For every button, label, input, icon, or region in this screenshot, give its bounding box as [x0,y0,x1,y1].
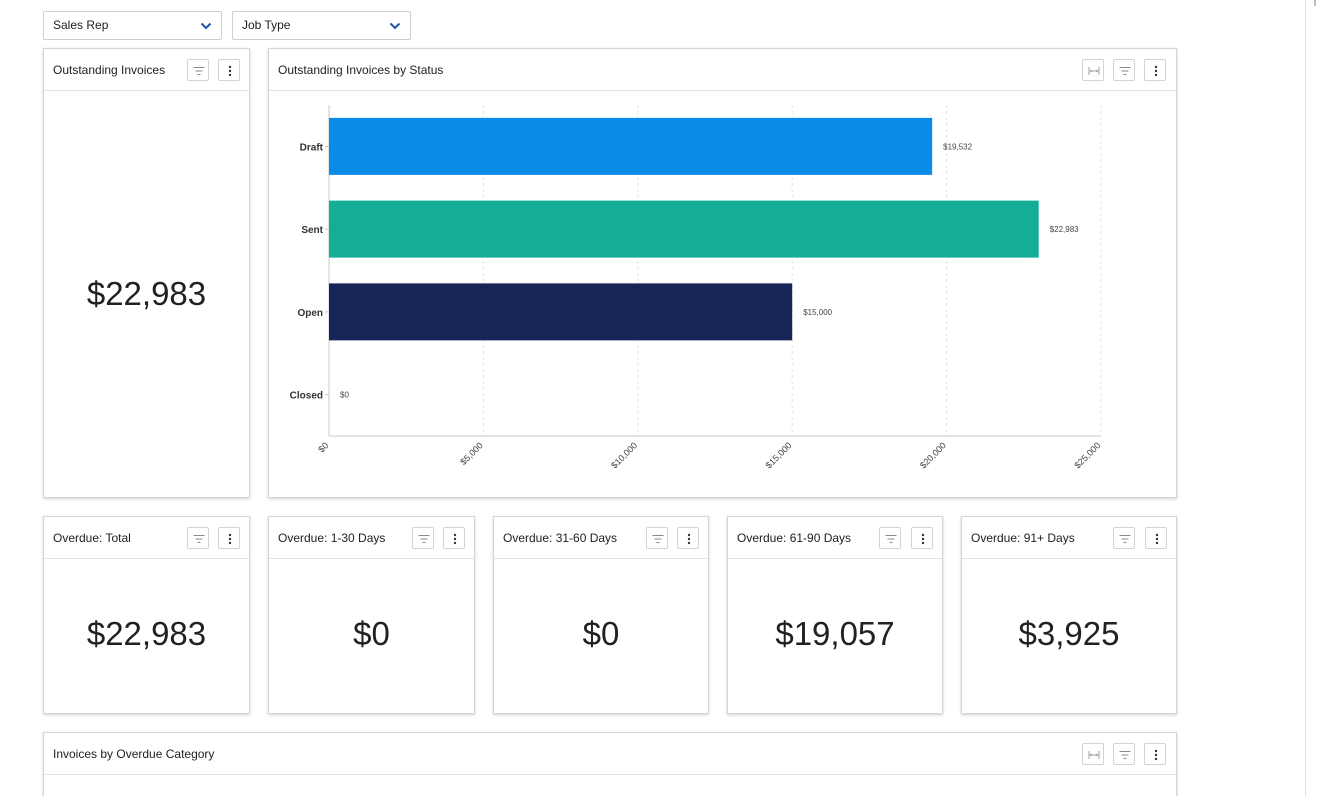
card-title: Overdue: 61-90 Days [737,531,852,545]
card-header: Overdue: 1-30 Days [269,517,474,559]
card-title: Overdue: Total [53,531,131,545]
filter-icon [1119,66,1131,76]
scroll-indicator[interactable] [1314,0,1316,6]
more-vertical-icon [1155,533,1159,545]
card-title: Overdue: 1-30 Days [278,531,386,545]
more-button[interactable] [218,59,240,81]
invoices-by-overdue-category-card: Invoices by Overdue Category [43,732,1177,796]
kpi-value: $19,057 [775,615,895,652]
overdue-31-60-card: Overdue: 31-60 Days $0 [493,516,709,714]
card-header: Invoices by Overdue Category [44,733,1176,775]
category-label: Sent [301,225,323,236]
card-header: Overdue: 61-90 Days [728,517,942,559]
x-tick-label: $15,000 [764,440,794,470]
more-vertical-icon [921,533,925,545]
bar-draft [329,117,933,175]
chevron-down-icon [200,12,212,39]
more-vertical-icon [1154,749,1158,761]
job-type-dropdown[interactable]: Job Type [232,11,411,40]
card-header: Overdue: Total [44,517,249,559]
filter-button[interactable] [879,527,901,549]
expand-button[interactable] [1082,743,1104,765]
card-title: Outstanding Invoices by Status [278,63,444,77]
x-tick-label: $5,000 [458,440,485,467]
more-vertical-icon [687,533,691,545]
card-title: Outstanding Invoices [53,63,166,77]
filter-button[interactable] [412,527,434,549]
x-tick-label: $0 [316,440,330,454]
more-button[interactable] [1145,527,1167,549]
more-button[interactable] [911,527,933,549]
filter-button[interactable] [1113,743,1135,765]
kpi-value: $0 [353,615,390,652]
more-button[interactable] [1144,59,1166,81]
category-label: Draft [300,142,324,153]
x-tick-label: $20,000 [918,440,948,470]
value-label: $15,000 [803,308,832,317]
more-button[interactable] [443,527,465,549]
x-tick-label: $10,000 [609,440,639,470]
more-vertical-icon [228,533,232,545]
more-vertical-icon [228,65,232,77]
filter-icon [1119,534,1131,544]
value-label: $0 [340,391,349,400]
right-rail [1305,0,1306,796]
overdue-1-30-card: Overdue: 1-30 Days $0 [268,516,475,714]
more-vertical-icon [1154,65,1158,77]
filter-icon [418,534,430,544]
job-type-label: Job Type [242,18,291,32]
category-label: Open [297,308,323,319]
invoices-by-status-card: Outstanding Invoices by Status Draft $19,… [268,48,1177,498]
card-header: Outstanding Invoices by Status [269,49,1176,91]
overdue-61-90-card: Overdue: 61-90 Days $19,057 [727,516,943,714]
value-label: $19,532 [943,142,972,151]
chevron-down-icon [389,12,401,39]
filter-button[interactable] [187,59,209,81]
kpi-value: $22,983 [86,275,207,312]
more-button[interactable] [677,527,699,549]
more-vertical-icon [453,533,457,545]
filter-icon [193,66,205,76]
more-button[interactable] [218,527,240,549]
card-header: Overdue: 31-60 Days [494,517,708,559]
filter-icon [885,534,897,544]
filter-icon [1119,750,1131,760]
expand-button[interactable] [1082,59,1104,81]
expand-width-icon [1088,67,1100,75]
filter-button[interactable] [1113,527,1135,549]
card-header: Outstanding Invoices [44,49,249,91]
value-label: $22,983 [1050,225,1079,234]
status-bar-chart: Draft $19,532 Sent $22,983 Open $15,000 Closed… [290,105,1102,470]
card-header: Overdue: 91+ Days [962,517,1176,559]
kpi-value: $22,983 [86,615,207,652]
filter-icon [193,534,205,544]
overdue-total-card: Overdue: Total $22,983 [43,516,250,714]
expand-width-icon [1088,751,1100,759]
filter-button[interactable] [187,527,209,549]
filter-button[interactable] [646,527,668,549]
card-title: Overdue: 31-60 Days [503,531,618,545]
bar-sent [329,200,1039,258]
overdue-91-plus-card: Overdue: 91+ Days $3,925 [961,516,1177,714]
kpi-value: $0 [582,615,620,652]
filter-icon [652,534,664,544]
category-label: Closed [290,391,323,402]
card-title: Overdue: 91+ Days [971,531,1075,545]
sales-rep-dropdown[interactable]: Sales Rep [43,11,222,40]
x-tick-label: $25,000 [1072,440,1102,470]
kpi-value: $3,925 [1018,615,1120,652]
outstanding-invoices-card: Outstanding Invoices $22,983 [43,48,250,498]
bar-open [329,283,793,341]
more-button[interactable] [1144,743,1166,765]
filter-button[interactable] [1113,59,1135,81]
sales-rep-label: Sales Rep [53,18,109,32]
card-title: Invoices by Overdue Category [53,747,215,761]
